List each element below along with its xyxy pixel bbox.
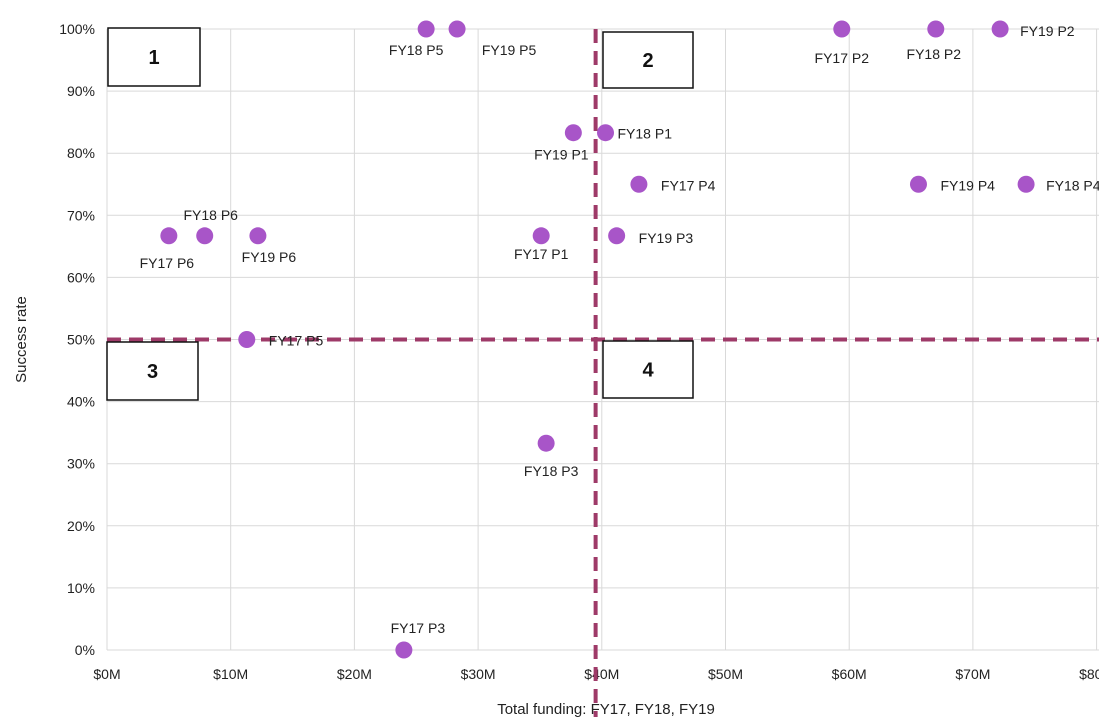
data-point-label: FY18 P6: [183, 207, 238, 223]
y-axis-title: Success rate: [13, 296, 30, 383]
y-tick-label: 20%: [67, 518, 95, 534]
data-point-label: FY19 P5: [482, 42, 537, 58]
data-point-label: FY17 P1: [514, 246, 569, 262]
x-tick-label: $10M: [213, 666, 248, 682]
quadrant-label-4: 4: [642, 360, 654, 382]
data-point-label: FY17 P3: [391, 620, 446, 636]
quadrant-box-4: [602, 340, 694, 399]
quadrant-label-2: 2: [642, 50, 653, 72]
y-tick-label: 0%: [75, 642, 95, 658]
data-point-label: FY19 P3: [639, 230, 694, 246]
y-tick-label: 70%: [67, 207, 95, 223]
data-point: [909, 175, 927, 193]
y-tick-label: 60%: [67, 269, 95, 285]
y-tick-label: 50%: [67, 332, 95, 348]
data-point-label: FY19 P2: [1020, 23, 1075, 39]
data-point: [417, 20, 435, 38]
data-point: [395, 641, 413, 659]
x-tick-label: $0M: [93, 666, 120, 682]
data-point-label: FY18 P4: [1046, 177, 1099, 193]
data-point: [249, 227, 267, 245]
y-tick-label: 30%: [67, 456, 95, 472]
data-point-label: FY18 P2: [907, 46, 962, 62]
data-point: [630, 175, 648, 193]
data-point: [238, 331, 256, 348]
x-tick-label: $30M: [461, 666, 496, 682]
quadrant-label-3: 3: [147, 361, 158, 383]
quadrant-label-1: 1: [148, 47, 159, 69]
data-point-label: FY17 P2: [815, 50, 870, 66]
y-tick-label: 10%: [67, 580, 95, 596]
data-point-label: FY19 P4: [940, 177, 995, 193]
quadrant-box-3: [106, 341, 199, 401]
data-point: [160, 227, 178, 245]
data-point: [532, 227, 550, 245]
x-tick-label: $60M: [832, 666, 867, 682]
data-point-label: FY19 P1: [534, 147, 589, 163]
data-point: [991, 20, 1009, 38]
data-point-label: FY17 P6: [140, 255, 195, 271]
y-tick-label: 40%: [67, 394, 95, 410]
quadrant-box-1: [107, 27, 201, 87]
data-point: [1017, 175, 1035, 193]
data-point-label: FY18 P3: [524, 463, 579, 479]
x-tick-label: $50M: [708, 666, 743, 682]
x-axis-title: Total funding: FY17, FY18, FY19: [497, 701, 715, 717]
data-point-label: FY17 P4: [661, 177, 716, 193]
data-point-label: FY19 P6: [242, 249, 297, 265]
data-point: [537, 434, 555, 452]
y-tick-label: 100%: [59, 21, 95, 37]
y-tick-label: 90%: [67, 83, 95, 99]
data-point: [564, 124, 582, 142]
x-tick-label: $70M: [955, 666, 990, 682]
x-tick-label: $20M: [337, 666, 372, 682]
data-point: [608, 227, 626, 245]
data-point: [833, 20, 851, 38]
data-point-label: FY18 P1: [618, 126, 673, 142]
data-point-label: FY17 P5: [269, 333, 324, 349]
x-tick-label: $40M: [584, 666, 619, 682]
data-point: [597, 124, 615, 142]
data-point: [196, 227, 214, 245]
data-point-label: FY18 P5: [389, 42, 444, 58]
quadrant-box-2: [602, 31, 694, 89]
data-point: [927, 20, 945, 38]
y-tick-label: 80%: [67, 145, 95, 161]
x-tick-label: $80M: [1079, 666, 1099, 682]
data-point: [448, 20, 466, 38]
